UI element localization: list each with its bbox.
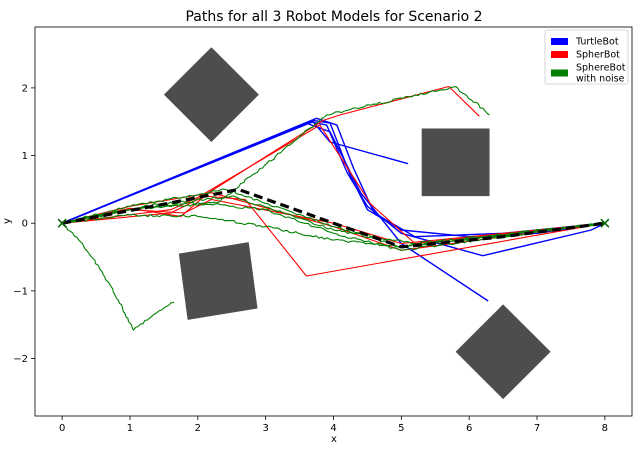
legend-label: TurtleBot [575,37,619,48]
legend-label: SpherBot [576,50,620,61]
reference-path [61,187,606,249]
path-series-8 [61,192,605,251]
x-axis-label: x [331,434,337,445]
x-tick-label: 4 [330,423,336,434]
x-tick-label: 5 [398,423,404,434]
plot-area [57,47,610,400]
x-tick-label: 3 [262,423,268,434]
chart-title: Paths for all 3 Robot Models for Scenari… [185,9,482,25]
path-series-3 [61,117,605,238]
x-tick-label: 7 [534,423,540,434]
path-series-2 [61,121,606,257]
path-series-13 [61,188,606,248]
x-axis-ticks: 0 1 2 3 4 5 6 7 8 [59,416,608,434]
path-series-5 [61,122,489,302]
y-tick-label: −2 [13,354,28,365]
x-tick-label: 0 [59,423,65,434]
y-axis-label: y [2,218,13,224]
legend-swatch [551,38,568,45]
path-series-10 [62,85,480,224]
x-tick-label: 2 [195,423,201,434]
path-series-11 [61,222,175,331]
y-tick-label: 0 [22,219,28,230]
path-series-15 [61,195,606,245]
y-tick-label: −1 [13,286,28,297]
obstacle-square-right [421,128,490,197]
legend-label: SphereBot [576,63,626,74]
obstacle-tilted-square [178,242,258,320]
y-axis-ticks: −2 −1 0 1 2 [13,83,35,365]
x-tick-label: 1 [127,423,133,434]
obstacle-diamond-bottom [455,304,551,400]
legend-swatch [551,69,568,77]
x-tick-label: 8 [602,423,608,434]
legend-swatch [551,51,568,58]
y-tick-label: 2 [22,83,28,94]
legend-label: with noise [576,74,625,85]
x-tick-label: 6 [466,423,472,434]
y-tick-label: 1 [22,151,28,162]
goal-marker [600,218,610,228]
obstacle-diamond-top [163,47,259,143]
start-marker [57,218,67,228]
